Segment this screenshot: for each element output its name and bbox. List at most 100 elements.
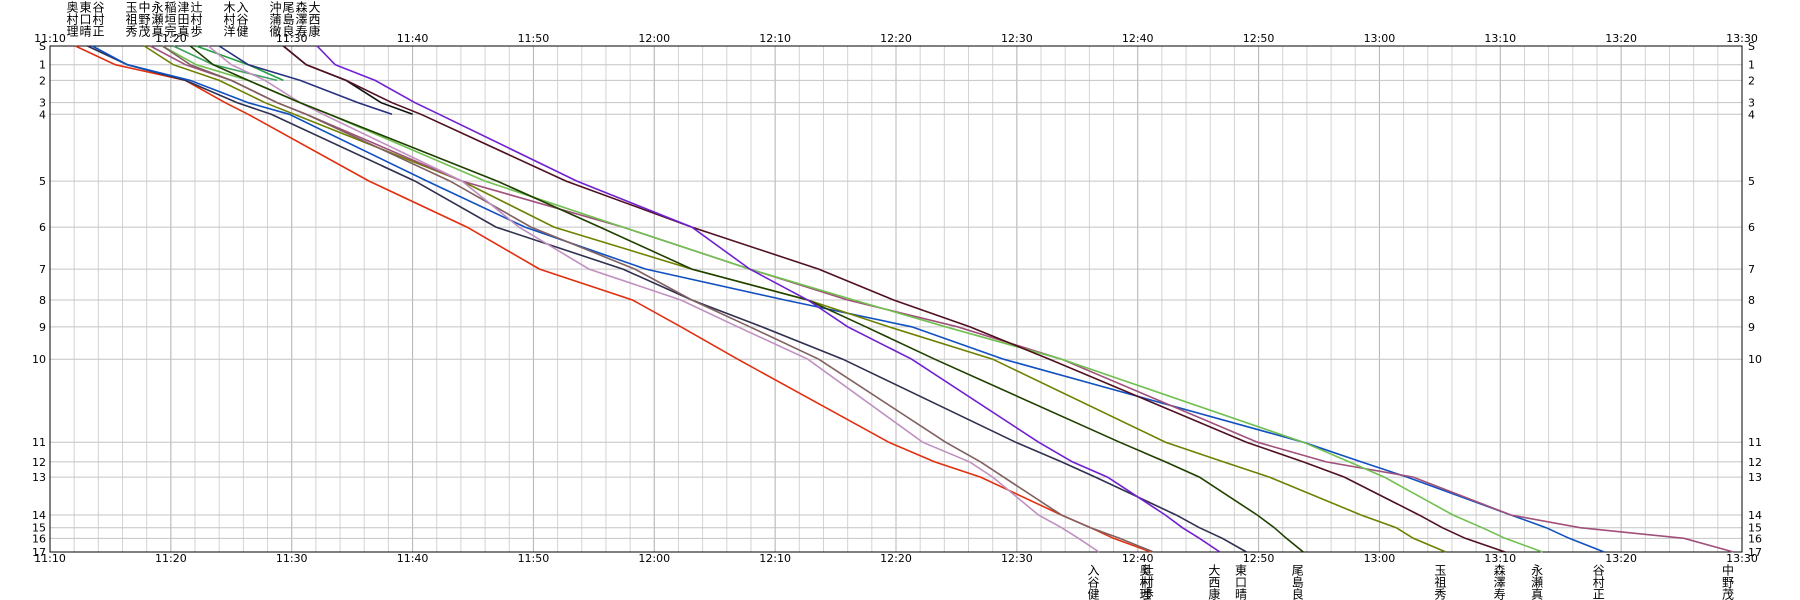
x-tick-label: 11:20 [155, 32, 187, 45]
legend-entry: 大西康 [307, 1, 321, 37]
y-tick-label: 4 [1748, 108, 1755, 121]
y-tick-label: 15 [1748, 522, 1762, 535]
y-tick-label: 9 [39, 321, 46, 334]
legend-entry: 沖蒲徹 [268, 1, 282, 37]
legend-entry: 津田真 [176, 1, 190, 38]
legend-entry: 玉祖秀 [124, 1, 138, 37]
end-label: 奥村理 [1138, 564, 1152, 600]
legend-entry: 尾島良 [281, 1, 295, 38]
x-tick-label: 11:50 [518, 552, 550, 565]
y-tick-label: 16 [1748, 532, 1762, 545]
series-line [75, 45, 1152, 553]
x-tick-label: 13:10 [1484, 32, 1516, 45]
legend-entry: 谷村正 [91, 1, 105, 37]
x-tick-label: 12:20 [880, 32, 912, 45]
y-tick-label: 11 [32, 436, 46, 449]
x-tick-label: 11:30 [276, 32, 308, 45]
y-tick-label: 1 [1748, 59, 1755, 72]
series-line [161, 45, 1154, 553]
x-tick-label: 13:00 [1364, 32, 1396, 45]
y-tick-label: 7 [1748, 263, 1755, 276]
y-tick-label: S [39, 40, 46, 53]
y-tick-label: 4 [39, 108, 46, 121]
series-line [87, 45, 1247, 553]
legend-entry: 森澤寿 [294, 0, 308, 37]
y-tick-label: 8 [1748, 294, 1755, 307]
y-tick-label: 2 [39, 74, 46, 87]
series-line [149, 45, 1734, 553]
y-tick-label: 17 [1748, 546, 1762, 559]
end-label: 中野茂 [1721, 563, 1735, 600]
y-tick-label: 10 [1748, 353, 1762, 366]
y-tick-label: S [1748, 40, 1755, 53]
x-tick-label: 12:40 [1122, 32, 1154, 45]
y-tick-label: 12 [1748, 456, 1762, 469]
x-tick-label: 13:20 [1605, 552, 1637, 565]
y-tick-label: 10 [32, 353, 46, 366]
x-tick-label: 12:20 [880, 552, 912, 565]
x-tick-label: 12:10 [759, 32, 791, 45]
legend-entry: 中野茂 [137, 0, 151, 37]
plot-frame [49, 45, 1743, 553]
end-label: 辻村歩 [1140, 564, 1154, 600]
series-line [316, 45, 1221, 553]
y-tick-label: 13 [32, 471, 46, 484]
x-tick-label: 13:20 [1605, 32, 1637, 45]
legend-entry: 木村洋 [222, 1, 236, 37]
y-tick-label: 5 [39, 175, 46, 188]
y-tick-label: 14 [1748, 509, 1762, 522]
x-tick-label: 12:30 [1001, 552, 1033, 565]
legend-entry: 奥村理 [65, 1, 79, 37]
legend-entry: 稲垣完 [163, 1, 177, 38]
x-tick-label: 12:30 [1001, 32, 1033, 45]
x-tick-label: 13:30 [1726, 552, 1758, 565]
y-tick-label: 1 [39, 59, 46, 72]
end-label: 永瀬真 [1530, 564, 1544, 600]
x-tick-label: 13:10 [1484, 552, 1516, 565]
x-tick-label: 13:30 [1726, 32, 1758, 45]
series-line [189, 45, 1304, 553]
x-tick-label: 12:00 [638, 552, 670, 565]
y-tick-label: 9 [1748, 321, 1755, 334]
end-label: 谷村正 [1591, 564, 1605, 600]
legend-entry: 入谷健 [235, 1, 249, 37]
end-label: 森澤寿 [1492, 563, 1506, 600]
y-tick-label: 6 [1748, 221, 1755, 234]
x-tick-label: 11:20 [155, 552, 187, 565]
y-tick-label: 3 [39, 97, 46, 110]
y-tick-label: 14 [32, 509, 46, 522]
end-label: 尾島良 [1290, 564, 1304, 600]
series-line [162, 45, 1543, 553]
y-tick-label: 8 [39, 294, 46, 307]
y-tick-label: 6 [39, 221, 46, 234]
x-tick-label: 12:40 [1122, 552, 1154, 565]
y-tick-label: 3 [1748, 97, 1755, 110]
series-line [207, 45, 1100, 553]
y-tick-label: 5 [1748, 175, 1755, 188]
y-tick-label: 2 [1748, 74, 1755, 87]
end-label: 東口晴 [1233, 564, 1247, 600]
x-tick-label: 11:40 [397, 552, 429, 565]
x-tick-label: 12:00 [638, 32, 670, 45]
x-tick-label: 11:10 [34, 32, 66, 45]
x-tick-label: 11:50 [518, 32, 550, 45]
end-label: 大西康 [1207, 564, 1221, 600]
series-line [282, 45, 1506, 553]
y-tick-label: 17 [32, 546, 46, 559]
x-tick-label: 12:50 [1243, 32, 1275, 45]
end-label: 玉祖秀 [1433, 564, 1447, 600]
y-tick-label: 13 [1748, 471, 1762, 484]
series-line [218, 45, 393, 116]
y-tick-label: 11 [1748, 436, 1762, 449]
x-tick-label: 12:50 [1243, 552, 1275, 565]
x-tick-label: 11:10 [34, 552, 66, 565]
y-tick-label: 12 [32, 456, 46, 469]
legend-entry: 永瀬真 [150, 1, 164, 38]
x-tick-label: 12:10 [759, 552, 791, 565]
legend-entry: 東口晴 [78, 1, 92, 37]
x-tick-label: 11:40 [397, 32, 429, 45]
series-line [143, 45, 1447, 553]
y-tick-label: 15 [32, 522, 46, 535]
y-tick-label: 7 [39, 263, 46, 276]
